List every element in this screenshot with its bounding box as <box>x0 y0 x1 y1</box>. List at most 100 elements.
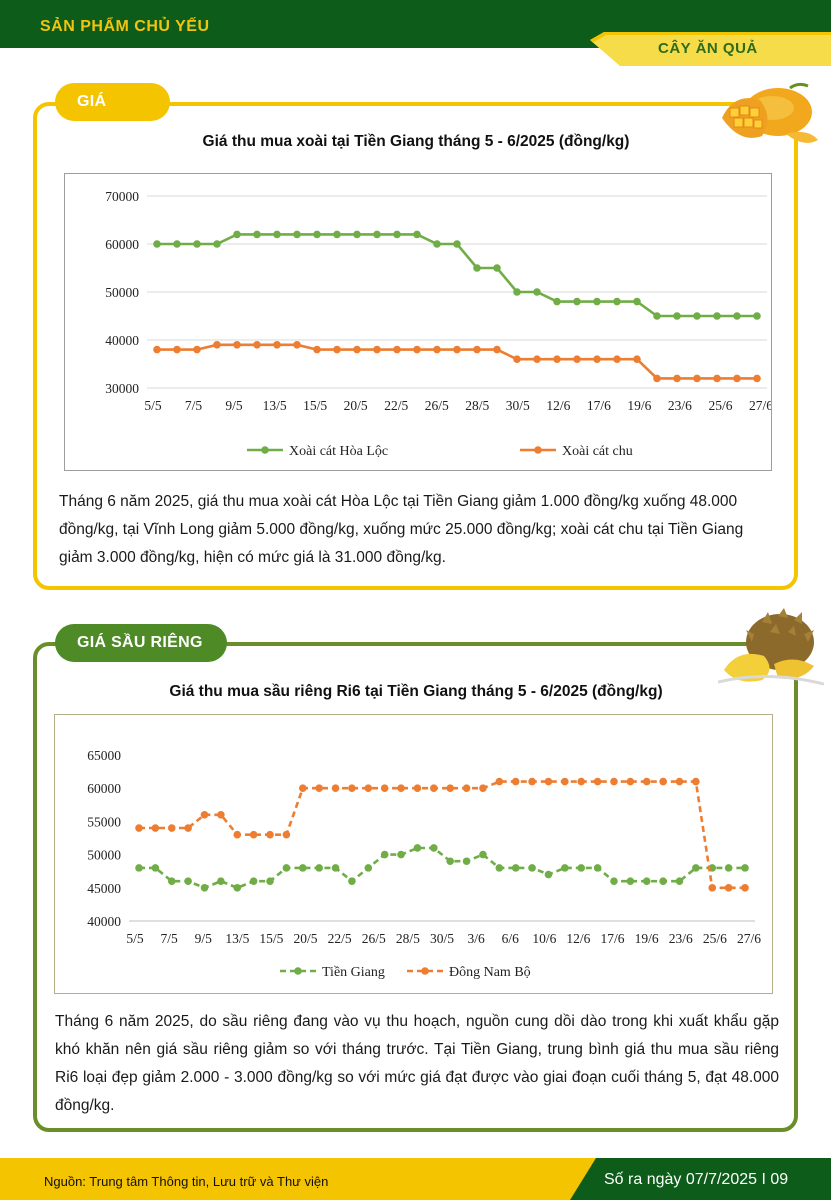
data-point-1 <box>753 312 761 320</box>
data-point-2 <box>333 345 341 354</box>
x-tick-label: 28/5 <box>396 931 420 946</box>
data-point-2 <box>364 784 373 792</box>
data-point-2 <box>593 777 602 786</box>
data-point-2 <box>495 777 504 786</box>
data-point-1 <box>675 877 684 885</box>
data-point-2 <box>673 374 681 383</box>
data-point-1 <box>713 312 721 320</box>
data-point-2 <box>653 374 661 383</box>
y-tick-label: 50000 <box>87 848 121 863</box>
y-tick-label: 70000 <box>105 189 139 204</box>
section-tab-shape <box>590 32 831 66</box>
durian-chart-title: Giá thu mua sầu riêng Ri6 tại Tiền Giang… <box>169 683 663 700</box>
x-tick-label: 15/5 <box>259 931 283 946</box>
header-title: SẢN PHẨM CHỦ YẾU <box>40 18 210 35</box>
data-point-2 <box>213 341 221 349</box>
x-tick-label: 9/5 <box>195 931 213 946</box>
footer-issue-date: Số ra ngày 07/7/2025 I 09 <box>604 1171 789 1188</box>
data-point-1 <box>293 230 301 239</box>
mango-section <box>33 102 798 590</box>
mango-paragraph: Tháng 6 năm 2025, giá thu mua xoài cát H… <box>59 493 744 566</box>
data-point-2 <box>273 341 281 349</box>
data-point-1 <box>313 230 321 239</box>
x-tick-label: 27/6 <box>737 931 761 946</box>
series-line-1 <box>139 846 745 890</box>
data-point-2 <box>413 784 422 792</box>
x-tick-label: 12/6 <box>566 931 590 946</box>
footer-source: Nguồn: Trung tâm Thông tin, Lưu trữ và T… <box>44 1174 329 1189</box>
data-point-1 <box>217 877 225 885</box>
data-point-1 <box>331 864 340 872</box>
data-point-1 <box>724 864 733 872</box>
data-point-2 <box>193 345 201 354</box>
data-point-1 <box>613 297 621 306</box>
durian-paragraph: Tháng 6 năm 2025, do sầu riêng đang vào … <box>55 1013 779 1114</box>
data-point-2 <box>753 374 761 383</box>
data-point-1 <box>653 312 661 320</box>
data-point-2 <box>348 784 356 792</box>
data-point-2 <box>693 374 701 383</box>
data-point-1 <box>446 857 454 866</box>
data-point-2 <box>217 810 225 819</box>
data-point-1 <box>692 864 700 872</box>
data-point-2 <box>642 777 651 786</box>
durian-pill: GIÁ SẦU RIÊNG <box>55 624 227 662</box>
data-point-2 <box>473 345 481 354</box>
data-point-2 <box>393 345 401 354</box>
data-point-2 <box>153 345 161 354</box>
x-tick-label: 10/6 <box>532 931 556 946</box>
durian-price-chart: 40000 45000 50000 55000 60000 65000 5/5 7/5 9/5 1… <box>87 748 761 980</box>
data-point-1 <box>593 297 601 306</box>
data-point-1 <box>626 877 635 885</box>
data-point-2 <box>167 824 176 832</box>
x-tick-label: 12/6 <box>546 398 570 413</box>
legend-marker-1 <box>261 446 269 454</box>
x-tick-label: 20/5 <box>344 398 368 413</box>
data-point-2 <box>298 784 307 792</box>
y-tick-label: 60000 <box>87 781 121 796</box>
data-point-1 <box>167 877 176 885</box>
durian-chart-frame: 40000 45000 50000 55000 60000 65000 5/5 7/5 9/5 1… <box>54 714 773 994</box>
data-point-1 <box>173 240 181 248</box>
data-point-2 <box>573 355 581 363</box>
data-point-1 <box>593 864 602 872</box>
data-point-1 <box>233 230 241 239</box>
data-point-2 <box>282 830 291 839</box>
data-point-1 <box>533 288 541 296</box>
footer-issue-badge <box>570 1158 831 1200</box>
x-tick-label: 28/5 <box>465 398 489 413</box>
data-point-1 <box>453 240 461 248</box>
data-point-2 <box>593 355 601 363</box>
data-point-1 <box>473 264 481 272</box>
data-point-1 <box>610 877 618 885</box>
data-point-1 <box>495 864 504 872</box>
x-tick-label: 30/5 <box>430 931 454 946</box>
data-point-1 <box>135 864 143 872</box>
durian-section <box>33 642 798 1132</box>
data-point-2 <box>430 784 438 792</box>
data-point-2 <box>173 345 181 354</box>
mango-price-chart: 30000 40000 50000 60000 70000 5/5 7/5 9/5 13/5 15… <box>105 189 773 459</box>
data-point-1 <box>233 884 242 892</box>
y-tick-label: 60000 <box>105 237 139 252</box>
data-point-2 <box>626 777 635 786</box>
data-point-2 <box>184 824 192 832</box>
data-point-2 <box>249 830 258 839</box>
data-point-2 <box>315 784 323 792</box>
y-tick-label: 40000 <box>87 914 121 929</box>
data-point-2 <box>577 777 586 786</box>
data-point-2 <box>561 777 569 786</box>
data-point-2 <box>462 784 471 792</box>
x-tick-label: 27/6 <box>749 398 771 413</box>
data-point-1 <box>577 864 586 872</box>
data-point-2 <box>513 355 521 363</box>
y-tick-label: 55000 <box>87 814 121 829</box>
data-point-1 <box>266 877 274 885</box>
data-point-2 <box>692 777 700 786</box>
mango-icon <box>722 82 818 143</box>
data-point-1 <box>373 230 381 239</box>
data-point-2 <box>511 777 520 786</box>
data-point-1 <box>493 264 501 272</box>
data-point-2 <box>613 355 621 363</box>
data-point-1 <box>153 240 161 248</box>
